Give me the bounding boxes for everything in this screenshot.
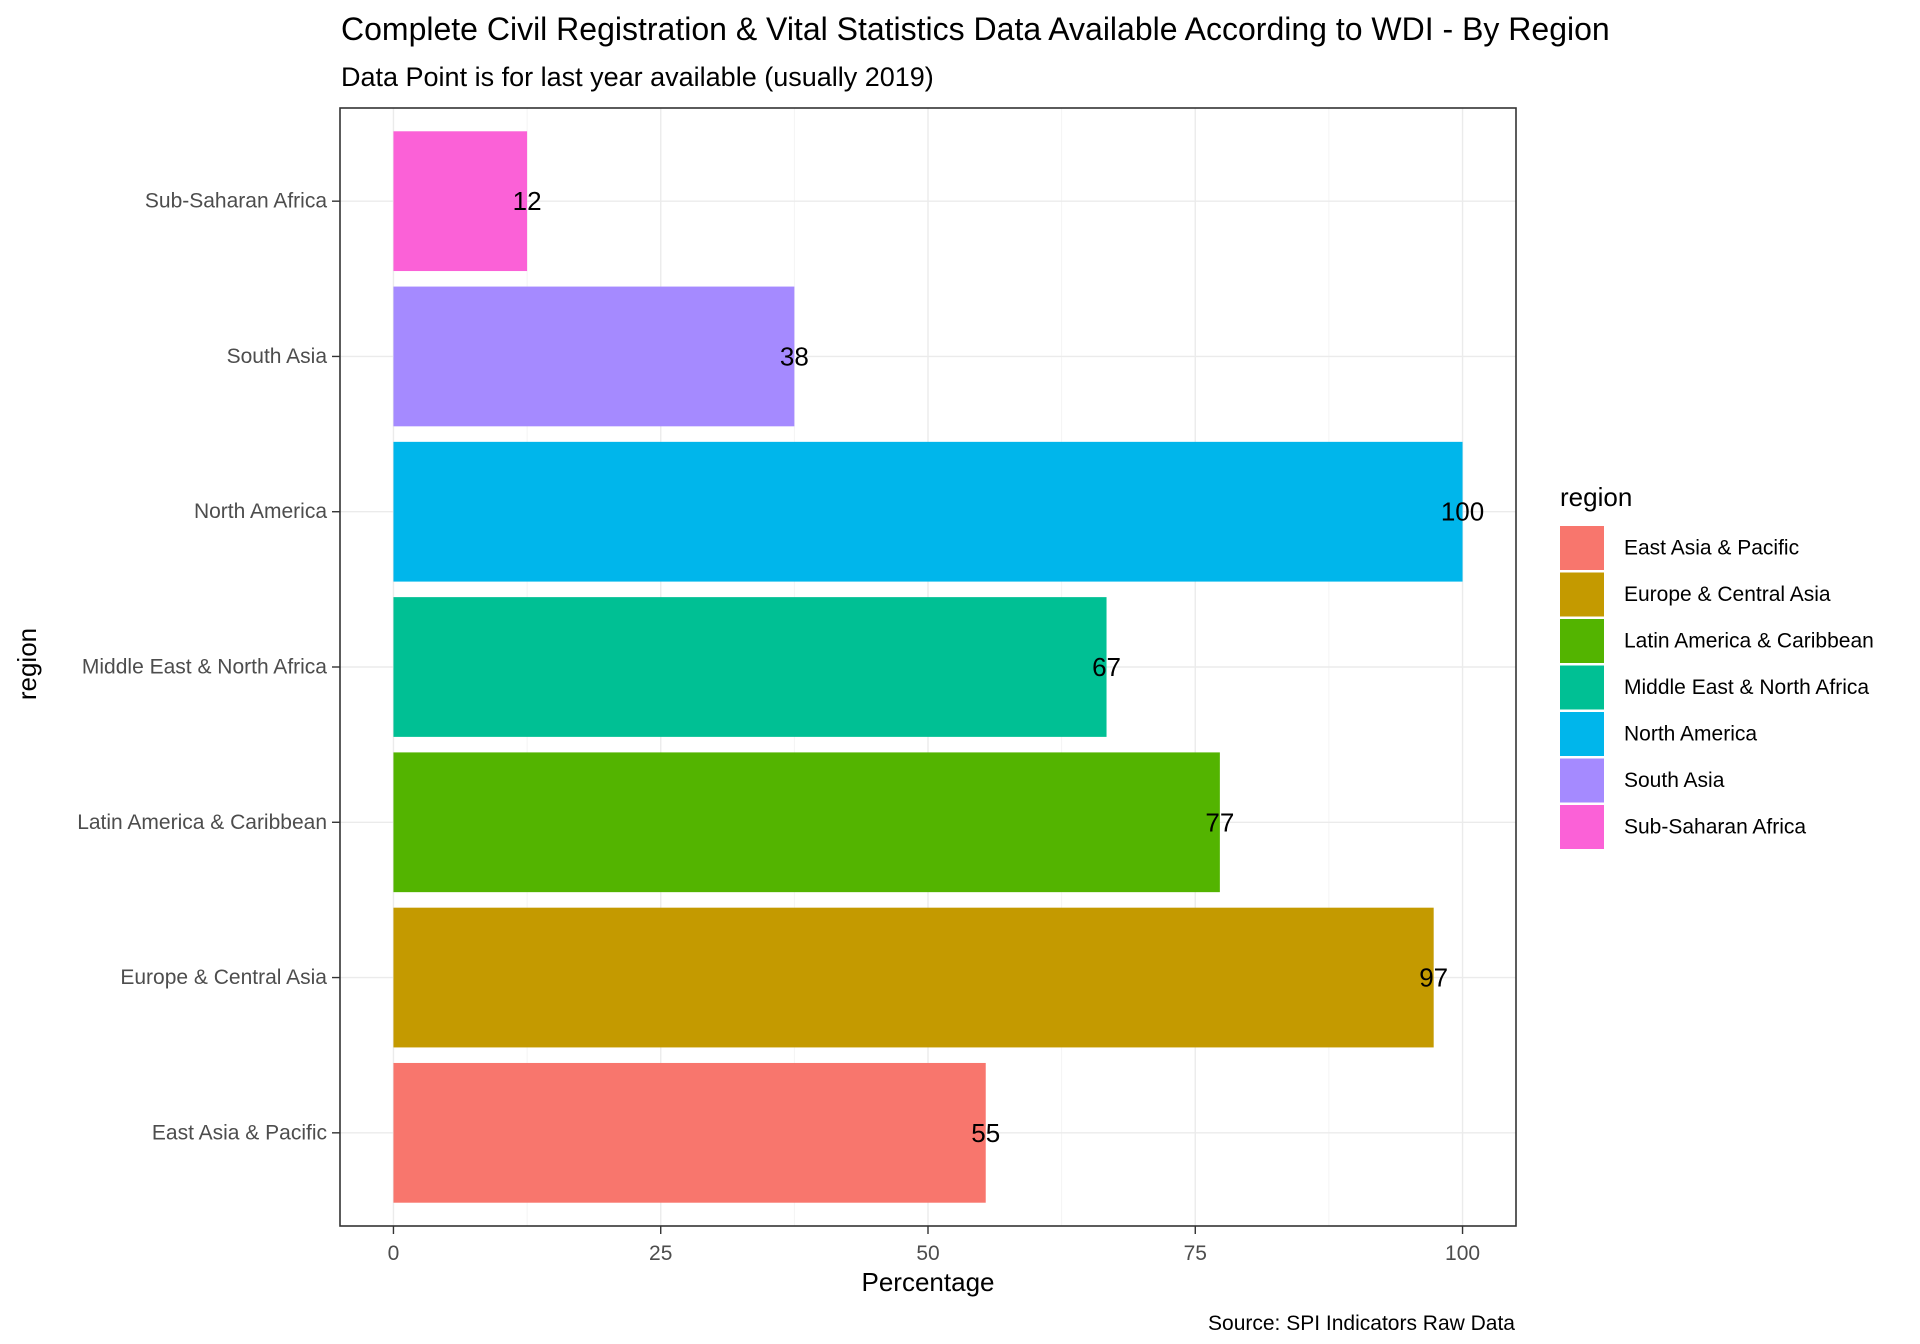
y-tick-label: East Asia & Pacific	[152, 1121, 327, 1144]
legend-label: Latin America & Caribbean	[1624, 630, 1874, 653]
legend-label: North America	[1624, 723, 1757, 746]
legend-label: Sub-Saharan Africa	[1624, 816, 1806, 839]
legend-swatch	[1560, 805, 1604, 849]
legend-swatch	[1560, 619, 1604, 663]
legend-label: Middle East & North Africa	[1624, 676, 1869, 699]
bar-sub-saharan-africa	[393, 131, 528, 272]
y-tick-label: Sub-Saharan Africa	[145, 190, 327, 213]
chart-title: Complete Civil Registration & Vital Stat…	[341, 11, 1610, 47]
legend-swatch	[1560, 665, 1604, 710]
y-axis-title: region	[12, 628, 42, 700]
x-tick-label: 100	[1445, 1242, 1480, 1265]
data-label: 100	[1441, 497, 1484, 527]
data-label: 38	[780, 341, 809, 371]
x-tick-label: 0	[388, 1242, 400, 1265]
legend-label: Europe & Central Asia	[1624, 583, 1831, 606]
y-tick-label: Europe & Central Asia	[120, 966, 327, 989]
legend-swatch	[1560, 758, 1604, 803]
legend-label: East Asia & Pacific	[1624, 537, 1799, 560]
bars	[393, 131, 1463, 1203]
data-label: 77	[1205, 807, 1234, 837]
legend-swatch	[1560, 572, 1604, 617]
bar-south-asia	[393, 286, 795, 427]
data-label: 12	[513, 186, 542, 216]
bar-latin-america-caribbean	[393, 752, 1220, 893]
bar-north-america	[393, 441, 1463, 582]
bar-middle-east-north-africa	[393, 597, 1107, 737]
x-tick-label: 50	[916, 1242, 939, 1265]
legend-swatch	[1560, 526, 1604, 570]
data-label: 97	[1419, 963, 1448, 993]
legend-label: South Asia	[1624, 769, 1725, 792]
legend: region East Asia & Pacific Europe & Centr…	[1560, 482, 1874, 849]
x-tick-label: 25	[649, 1242, 672, 1265]
bar-east-asia-pacific	[393, 1062, 986, 1203]
bar-europe-central-asia	[393, 907, 1434, 1048]
y-tick-label: North America	[194, 500, 327, 523]
legend-items: East Asia & Pacific Europe & Central Asia…	[1560, 526, 1874, 849]
y-axis: East Asia & Pacific Europe & Central Asia…	[77, 190, 340, 1144]
x-axis-title: Percentage	[862, 1267, 995, 1297]
data-labels: 55 97 77 67 100 38 12	[513, 186, 1485, 1148]
caption: Source: SPI Indicators Raw Data	[1208, 1312, 1515, 1335]
y-tick-label: South Asia	[227, 345, 328, 368]
data-label: 55	[971, 1118, 1000, 1148]
data-label: 67	[1092, 652, 1121, 682]
legend-title: region	[1560, 482, 1632, 512]
chart-subtitle: Data Point is for last year available (u…	[341, 62, 934, 92]
y-tick-label: Middle East & North Africa	[82, 656, 327, 679]
legend-swatch	[1560, 712, 1604, 756]
y-tick-label: Latin America & Caribbean	[77, 811, 327, 834]
x-axis: 0 25 50 75 100	[388, 1226, 1480, 1265]
x-tick-label: 75	[1184, 1242, 1207, 1265]
